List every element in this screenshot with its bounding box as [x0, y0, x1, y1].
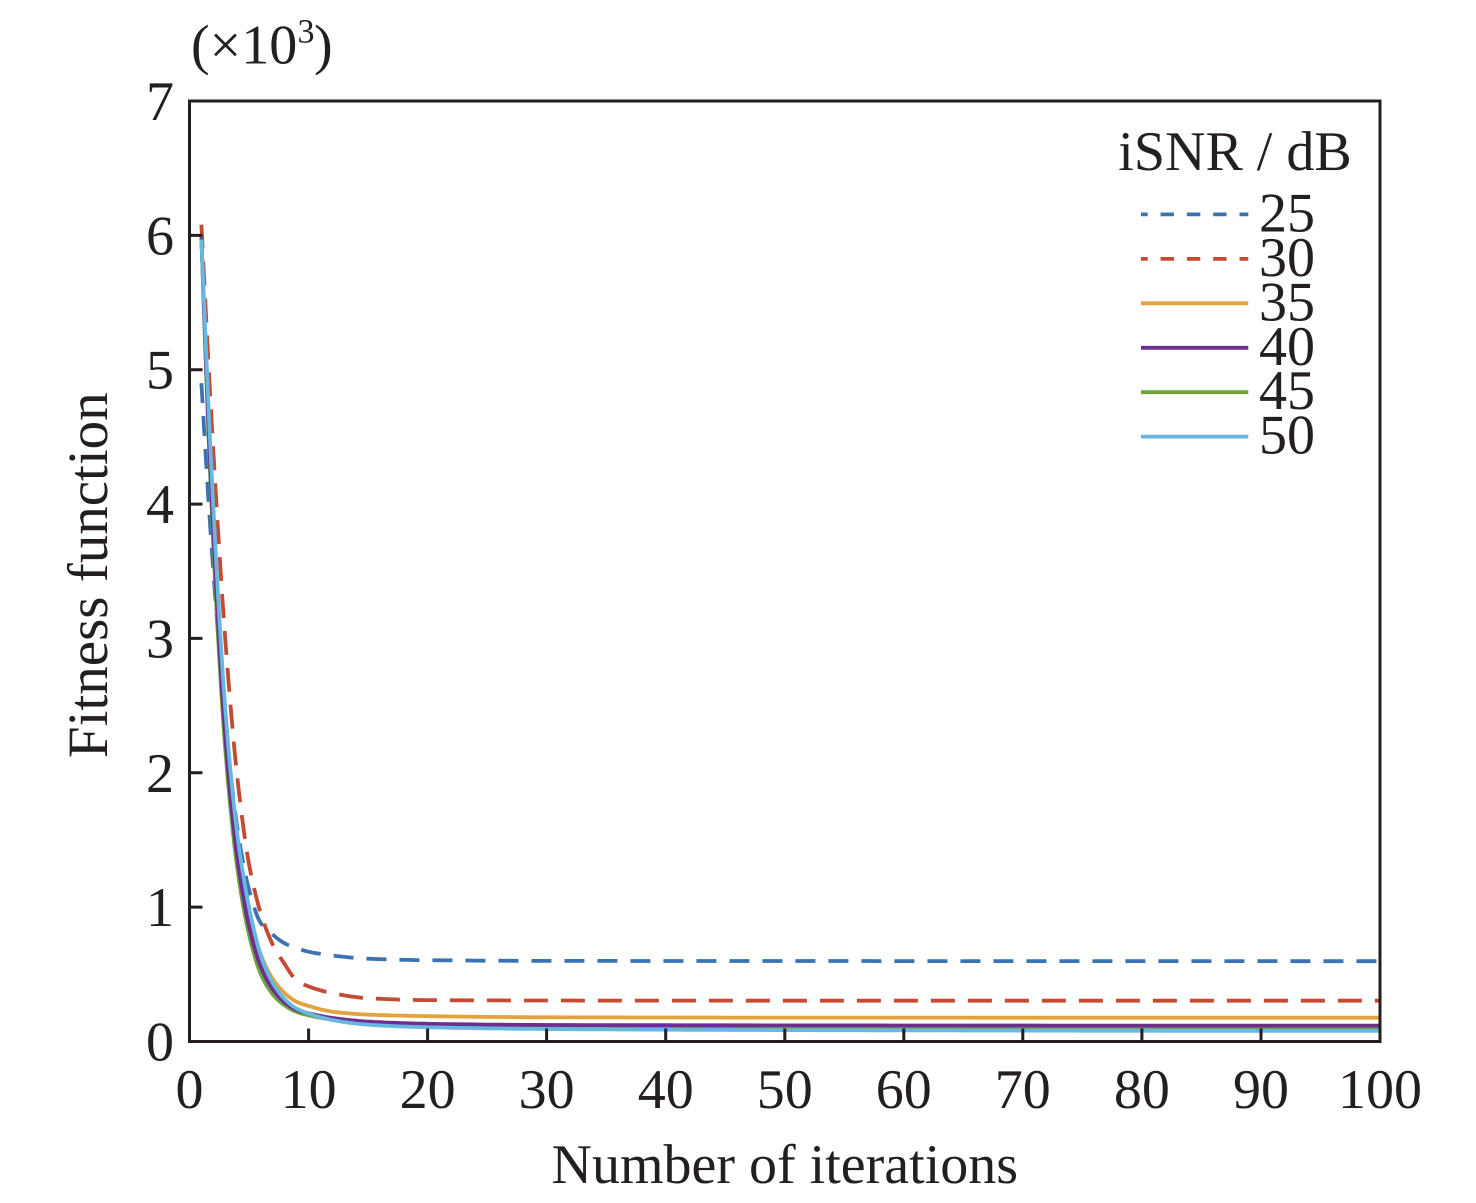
- svg-text:50: 50: [757, 1059, 813, 1121]
- svg-text:6: 6: [146, 205, 174, 267]
- svg-text:Fitness function: Fitness function: [57, 392, 120, 758]
- svg-text:40: 40: [638, 1059, 694, 1121]
- svg-text:45: 45: [1259, 360, 1315, 422]
- svg-text:iSNR / dB: iSNR / dB: [1118, 121, 1351, 183]
- svg-text:35: 35: [1259, 271, 1315, 333]
- svg-text:7: 7: [146, 71, 174, 133]
- svg-text:5: 5: [146, 340, 174, 402]
- svg-text:30: 30: [1259, 227, 1315, 289]
- svg-text:90: 90: [1233, 1059, 1289, 1121]
- svg-text:40: 40: [1259, 316, 1315, 378]
- svg-text:70: 70: [995, 1059, 1051, 1121]
- svg-text:20: 20: [400, 1059, 456, 1121]
- svg-text:3: 3: [146, 608, 174, 670]
- svg-text:25: 25: [1259, 182, 1315, 244]
- svg-text:(×10: (×10: [191, 15, 297, 77]
- svg-text:4: 4: [146, 474, 174, 536]
- svg-text:0: 0: [176, 1059, 204, 1121]
- svg-text:0: 0: [146, 1012, 174, 1074]
- svg-text:): ): [314, 15, 333, 77]
- svg-text:50: 50: [1259, 405, 1315, 467]
- svg-text:30: 30: [519, 1059, 575, 1121]
- svg-text:60: 60: [876, 1059, 932, 1121]
- svg-text:2: 2: [146, 743, 174, 805]
- svg-text:1: 1: [146, 877, 174, 939]
- svg-text:100: 100: [1338, 1059, 1422, 1121]
- svg-text:Number of iterations: Number of iterations: [552, 1134, 1019, 1196]
- svg-text:80: 80: [1114, 1059, 1170, 1121]
- svg-text:10: 10: [281, 1059, 337, 1121]
